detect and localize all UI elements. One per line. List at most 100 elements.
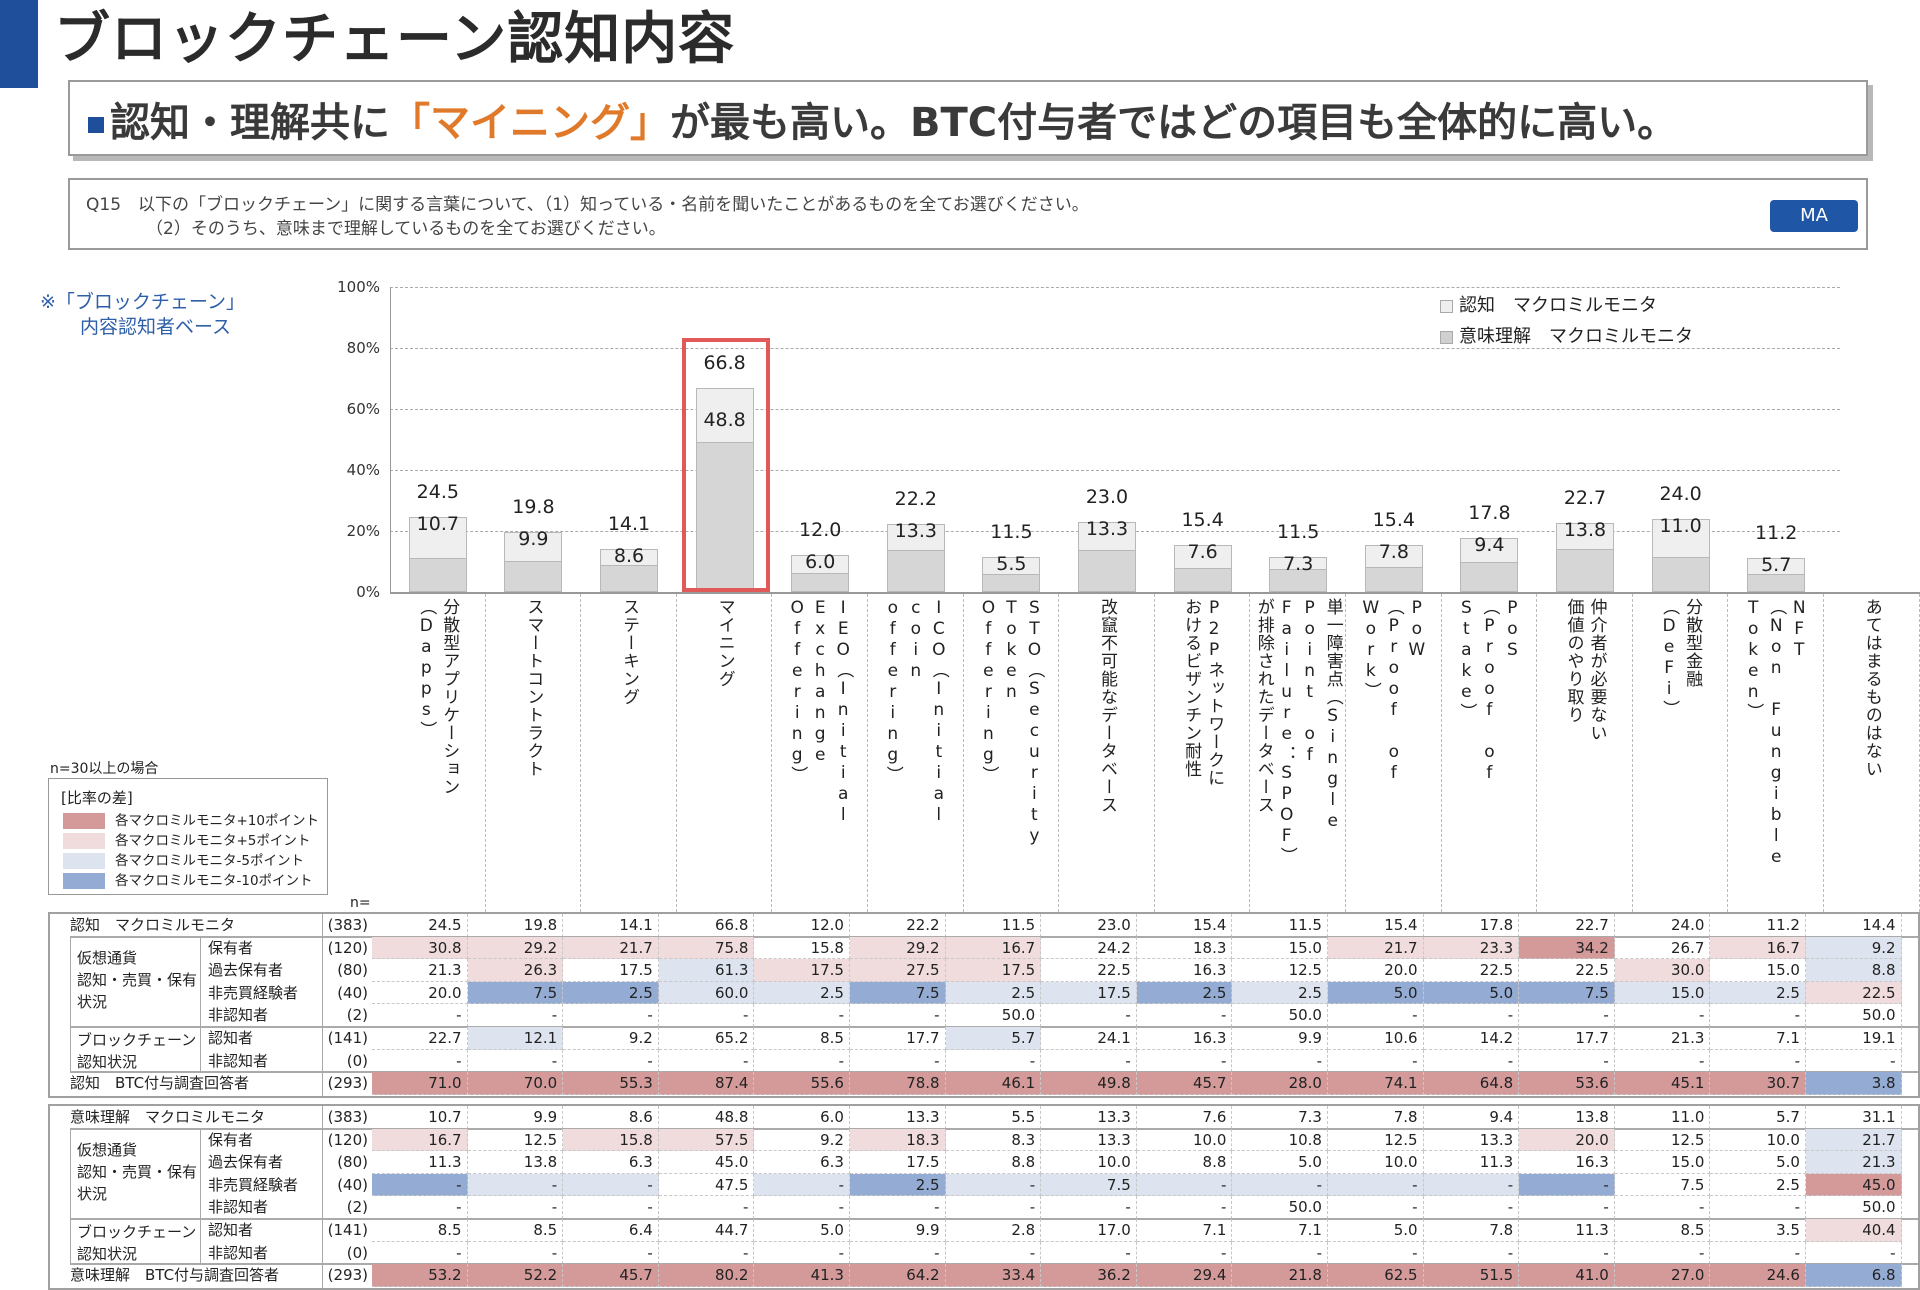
category-label-cell: PoS （Proof of Stake） [1442,594,1538,912]
category-label-text: マイニング [714,598,735,688]
y-axis-line [390,287,391,592]
row-group-label: ブロックチェーン 認知状況 [77,1223,197,1263]
table-cell: 7.5 [1614,1173,1711,1197]
table-cell: 15.4 [1136,914,1233,937]
table-cell: - [1519,1241,1615,1265]
category-label-text: 仲介者が必要ない [1586,598,1607,742]
table-cell: 15.0 [1614,1151,1711,1174]
category-label: あてはまるものはない [1824,598,1919,778]
bar-value-understanding: 11.0 [1659,514,1702,537]
table-cell: 6.4 [563,1219,659,1242]
row-group-label: 仮想通貨 認知・売買・保有 状況 [77,948,198,1011]
table-cell: 7.1 [1710,1027,1806,1050]
bar-understanding [504,560,563,592]
table-cell: 9.9 [1232,1027,1328,1050]
stacked-bar-chart: 100% 80% 60% 40% 20% 0% 分散型アプリケーション （Dapps） スマート… [337,278,1920,912]
bar-recognition [982,556,1041,592]
table-cell: 9.2 [754,1128,850,1152]
category-label-text: 改竄不可能なデータベース [1096,598,1117,814]
table-cell: 29.4 [1136,1264,1233,1287]
bar-understanding [1173,567,1232,592]
table-cell: 75.8 [658,936,755,960]
table-cell: 17.7 [850,1027,946,1050]
legend-label: 意味理解 マクロミルモニタ [1459,326,1693,347]
table-cell: 10.0 [1136,1128,1233,1152]
bar-understanding [1269,568,1328,592]
row-sublabel: 非認知者 [208,1051,269,1070]
bar-value-recognition: 12.0 [799,519,842,542]
table-cell: 21.3 [1614,1027,1711,1050]
table-cell: - [1328,1196,1424,1219]
category-label: PoW （Proof of Work） [1346,598,1441,784]
bar-value-recognition: 17.8 [1468,501,1511,524]
table-cell: 13.3 [1041,1106,1137,1129]
table-cell: - [1232,1049,1328,1073]
diff-legend-swatch [63,813,105,829]
table-cell: - [658,1196,755,1219]
table-row: 保有者 (120) 16.7 12.5 15.8 57.5 9.2 18.3 8.3 13.3 10… [50,1128,1918,1152]
bar-value-understanding: 13.3 [894,520,937,543]
category-label: 改竄不可能なデータベース [1059,598,1154,814]
legend-item-recognition: 認知 マクロミルモニタ [1440,290,1693,321]
table-cell: 40.4 [1806,1219,1902,1242]
row-label: 認知 マクロミルモニタ [70,916,236,934]
table-cell: 5.5 [945,1106,1042,1129]
x-axis-line [390,592,1920,594]
bar-understanding [600,564,658,592]
table-cell: 13.3 [1423,1128,1520,1152]
bar-understanding [695,442,754,592]
table-cell: - [372,1196,468,1219]
category-label: ステーキング [581,598,676,706]
diff-legend-swatch [63,833,105,849]
bar-value-understanding: 9.9 [518,527,549,550]
table-cell: 30.0 [1614,959,1711,982]
table-cell: 80.2 [658,1264,755,1287]
diff-legend-label: 各マクロミルモニタ-10ポイント [115,873,313,889]
table-cell: 44.7 [658,1219,755,1242]
table-cell: - [1328,1049,1424,1073]
table-cell: 5.7 [945,1027,1042,1050]
row-sublabel: 認知者 [208,1221,254,1239]
table-cell: - [754,1173,850,1197]
table-cell: 22.5 [1041,959,1137,982]
table-cell: 8.6 [563,1106,659,1129]
category-label-text: Failure：SPOF） [1276,598,1297,865]
table-cell: - [850,1004,946,1027]
row-divider [200,1151,201,1174]
table-cell: - [1710,1049,1806,1073]
highlight-box-mining [682,338,770,592]
category-label-text: PoW [1406,598,1427,661]
table-cell: - [1328,1241,1424,1265]
diff-legend-note: n=30以上の場合 [50,761,159,777]
recognition-table: 認知 マクロミルモニタ (383) 24.5 19.8 14.1 66.8 12.0 22.2… [48,912,1920,1098]
table-cell: 5.0 [1328,981,1424,1005]
table-cell: 8.5 [372,1219,468,1242]
table-cell: - [1232,1173,1328,1197]
table-cell: - [1519,1004,1615,1027]
table-cell: - [1710,1196,1806,1219]
table-cell: - [1041,1004,1137,1027]
category-label-cell: 分散型アプリケーション （Dapps） [390,594,486,912]
table-cell: - [850,1241,946,1265]
table-cell: 7.6 [1136,1106,1233,1129]
bar-value-understanding: 13.3 [1085,517,1129,540]
table-cell: 8.8 [1806,959,1902,982]
table-cell: 26.7 [1614,936,1711,960]
row-group: ブロックチェーン 認知状況 [70,1027,201,1073]
table-cell: 65.2 [658,1027,755,1050]
row-divider [200,981,201,1005]
category-label-text: （Proof of [1383,598,1404,784]
y-tick-label: 100% [337,278,380,296]
table-cell: 9.2 [563,1027,659,1050]
table-cell: 13.8 [1519,1106,1615,1129]
table-cell: 24.5 [372,914,468,937]
diff-legend: [比率の差] 各マクロミルモニタ+10ポイント 各マクロミルモニタ+5ポイント 各マ… [48,778,328,895]
headline: 認知・理解共に「マイニング」が最も高い。BTC付与者ではどの項目も全体的に高い。 [88,90,1677,148]
bar-recognition [408,517,467,592]
table-cell: 50.0 [1806,1004,1902,1027]
table-cell: 10.8 [1232,1128,1328,1152]
table-cell: 21.8 [1232,1264,1328,1287]
table-cell: 8.3 [945,1128,1042,1152]
category-label-text: ICO（Initial [928,598,949,826]
table-row: 認知者 (141) 8.5 8.5 6.4 44.7 5.0 9.9 2.8 17.0 7.1 7.1… [50,1219,1918,1242]
